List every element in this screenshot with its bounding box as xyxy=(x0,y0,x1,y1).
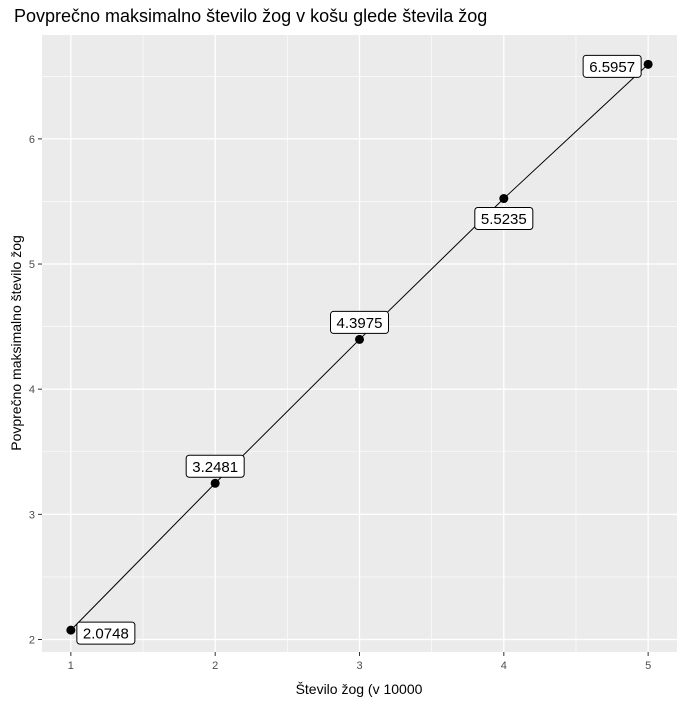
x-tick-label: 4 xyxy=(501,660,507,672)
data-label: 4.3975 xyxy=(337,315,383,332)
y-tick-label: 2 xyxy=(29,634,35,646)
data-label: 6.5957 xyxy=(589,59,635,76)
y-tick-label: 6 xyxy=(29,134,35,146)
x-tick-label: 3 xyxy=(356,660,362,672)
data-point xyxy=(210,478,220,488)
data-label-box xyxy=(330,310,389,334)
data-point xyxy=(355,334,364,344)
series xyxy=(66,59,653,635)
y-axis-title: Povprečno maksimalno število žog xyxy=(8,235,24,451)
data-label-box xyxy=(474,207,534,231)
data-label: 2.0748 xyxy=(83,626,129,643)
data-point xyxy=(66,625,76,635)
x-tick-label: 5 xyxy=(645,660,651,672)
x-axis-title: Število žog (v 10000 xyxy=(296,681,423,697)
data-label-box xyxy=(185,454,245,478)
data-label: 3.2481 xyxy=(192,459,238,476)
x-tick-label: 2 xyxy=(212,660,218,672)
chart-title: Povprečno maksimalno število žog v košu … xyxy=(14,6,488,26)
data-label: 5.5235 xyxy=(481,211,527,228)
y-tick-label: 4 xyxy=(29,384,35,396)
data-point xyxy=(499,194,509,204)
y-tick-label: 3 xyxy=(29,509,35,521)
data-label-box xyxy=(582,54,642,78)
data-point xyxy=(643,59,653,69)
data-label-box xyxy=(76,621,136,645)
y-tick-label: 5 xyxy=(29,259,35,271)
x-tick-label: 1 xyxy=(68,660,74,672)
data-labels: 2.0748 3.2481 4.3975 5.5235 6.5957 xyxy=(76,54,642,645)
axes: 1 2 3 4 5 2 3 4 5 6 xyxy=(29,134,651,672)
